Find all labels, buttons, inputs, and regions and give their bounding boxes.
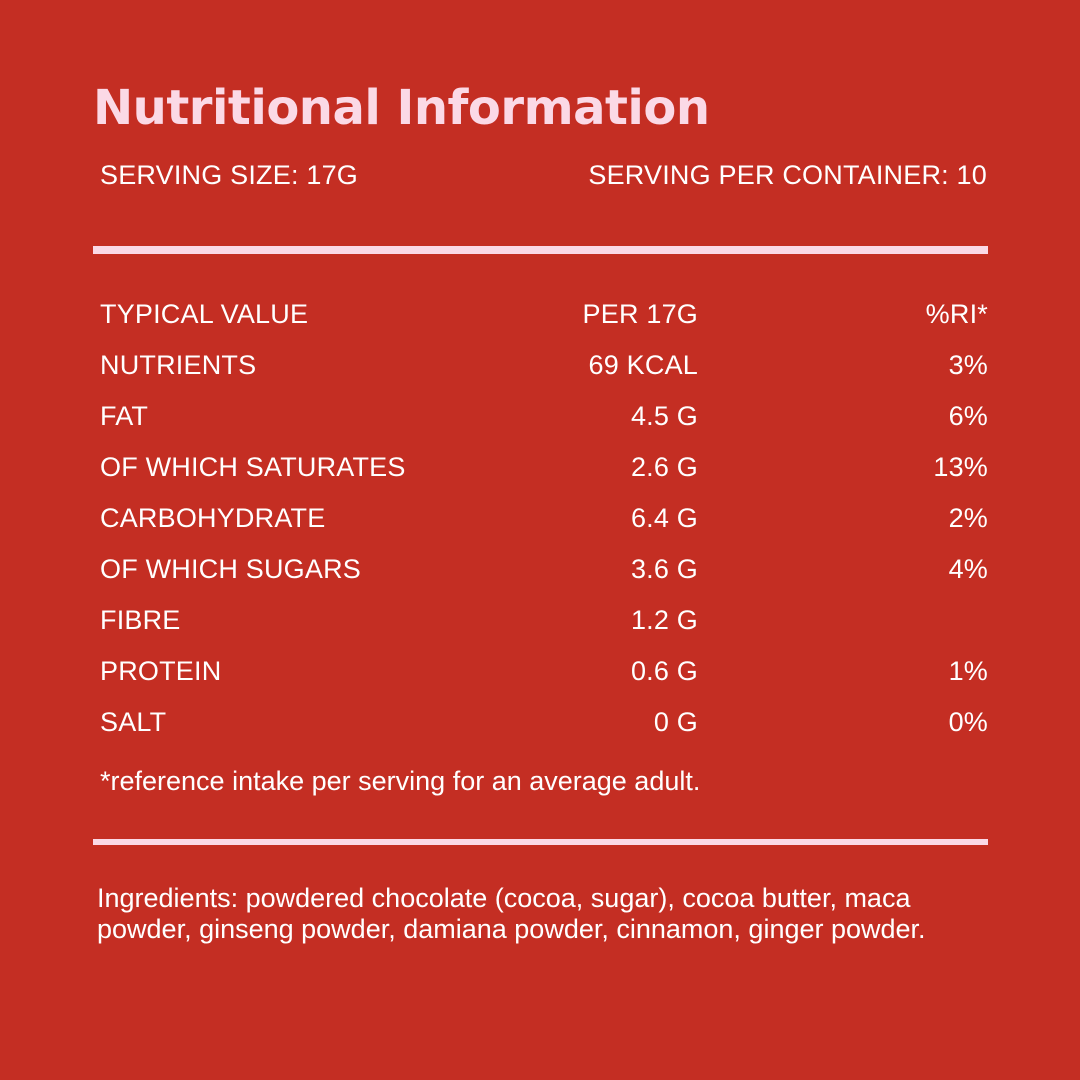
- table-row: FAT 4.5 G 6%: [100, 395, 988, 446]
- nutrient-amount: 2.6 G: [630, 452, 698, 482]
- table-row: OF WHICH SUGARS 3.6 G 4%: [100, 548, 988, 599]
- nutrient-amount: 1.2 G: [630, 605, 698, 635]
- header-reference-intake: %RI*: [925, 299, 988, 329]
- nutrient-name: OF WHICH SUGARS: [100, 554, 362, 584]
- nutrient-name: FAT: [100, 401, 149, 431]
- page-title: Nutritional Information: [93, 80, 710, 136]
- reference-intake-footnote: *reference intake per serving for an ave…: [100, 766, 701, 796]
- nutrient-name: PROTEIN: [100, 656, 222, 686]
- nutrient-ri: 1%: [948, 656, 988, 686]
- bottom-divider: [93, 839, 988, 845]
- serving-info: SERVING SIZE: 17G SERVING PER CONTAINER:…: [100, 160, 987, 191]
- nutrient-amount: 0.6 G: [630, 656, 698, 686]
- table-header-row: TYPICAL VALUE PER 17G %RI*: [100, 293, 988, 344]
- header-typical-value: TYPICAL VALUE: [100, 299, 309, 329]
- nutrient-ri: 4%: [948, 554, 988, 584]
- nutrient-amount: 4.5 G: [630, 401, 698, 431]
- nutrient-name: NUTRIENTS: [100, 350, 257, 380]
- nutrient-name: OF WHICH SATURATES: [100, 452, 406, 482]
- table-row: PROTEIN 0.6 G 1%: [100, 650, 988, 701]
- serving-size: SERVING SIZE: 17G: [100, 160, 358, 190]
- top-divider: [93, 246, 988, 254]
- nutrient-name: SALT: [100, 707, 167, 737]
- nutrient-ri: 0%: [948, 707, 988, 737]
- nutrient-ri: 2%: [948, 503, 988, 533]
- table-row: NUTRIENTS 69 KCAL 3%: [100, 344, 988, 395]
- nutrient-amount: 6.4 G: [630, 503, 698, 533]
- nutrient-amount: 69 KCAL: [588, 350, 698, 380]
- nutrition-table: TYPICAL VALUE PER 17G %RI* NUTRIENTS 69 …: [100, 293, 988, 752]
- nutrient-ri: 13%: [933, 452, 988, 482]
- nutrient-name: FIBRE: [100, 605, 181, 635]
- table-row: OF WHICH SATURATES 2.6 G 13%: [100, 446, 988, 497]
- nutrient-amount: 0 G: [653, 707, 698, 737]
- table-row: SALT 0 G 0%: [100, 701, 988, 752]
- servings-per-container: SERVING PER CONTAINER: 10: [588, 160, 987, 190]
- table-row: FIBRE 1.2 G: [100, 599, 988, 650]
- nutrient-ri: 6%: [948, 401, 988, 431]
- table-row: CARBOHYDRATE 6.4 G 2%: [100, 497, 988, 548]
- nutrient-amount: 3.6 G: [630, 554, 698, 584]
- nutrient-ri: 3%: [948, 350, 988, 380]
- header-per-serving: PER 17G: [582, 299, 698, 329]
- ingredients-text: Ingredients: powdered chocolate (cocoa, …: [97, 883, 926, 944]
- nutrient-name: CARBOHYDRATE: [100, 503, 326, 533]
